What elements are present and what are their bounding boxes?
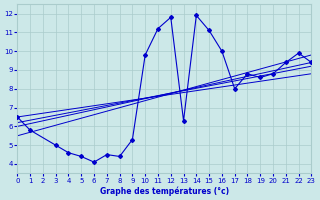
X-axis label: Graphe des températures (°c): Graphe des températures (°c)	[100, 186, 229, 196]
